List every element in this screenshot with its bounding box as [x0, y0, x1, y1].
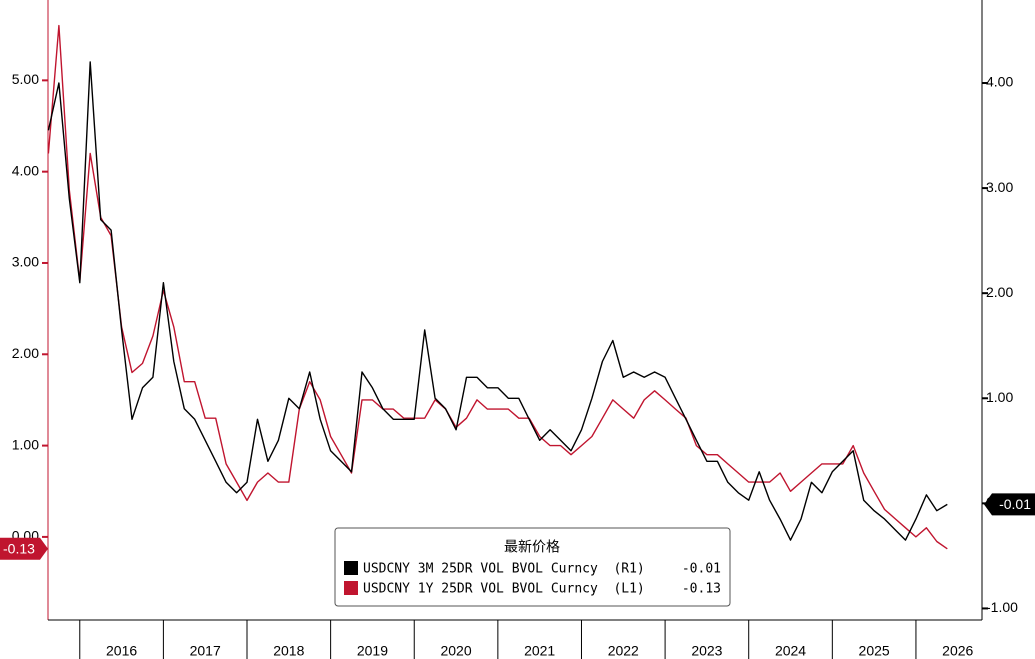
y-tick-label: 4.00	[12, 162, 39, 178]
y-tick-label: 5.00	[12, 71, 39, 87]
x-tick-label: 2025	[859, 643, 890, 659]
y2-tick-label: -1.00	[986, 599, 1018, 615]
y2-tick-label: 3.00	[986, 179, 1013, 195]
x-tick-label: 2018	[273, 643, 304, 659]
y-tick-label: 2.00	[12, 345, 39, 361]
axes: 0.001.002.003.004.005.00-1.000.001.002.0…	[12, 0, 1018, 659]
legend-label: USDCNY 1Y 25DR VOL BVOL Curncy (L1)	[363, 582, 645, 597]
legend-label: USDCNY 3M 25DR VOL BVOL Curncy (R1)	[363, 562, 645, 577]
last-value-label: -0.01	[999, 496, 1031, 512]
y-tick-label: 3.00	[12, 254, 39, 270]
y2-tick-label: 2.00	[986, 284, 1013, 300]
y2-tick-label: 4.00	[986, 74, 1013, 90]
overlay: -0.01 -0.13 最新价格 USDCNY 3M 25DR VOL BVOL Cu…	[0, 493, 1035, 607]
legend-swatch	[344, 581, 358, 595]
x-tick-label: 2026	[942, 643, 973, 659]
x-tick-label: 2017	[190, 643, 221, 659]
y2-tick-label: 1.00	[986, 389, 1013, 405]
x-tick-label: 2021	[524, 643, 555, 659]
legend-swatch	[344, 561, 358, 575]
x-tick-label: 2019	[357, 643, 388, 659]
plot	[47, 24, 948, 550]
y-tick-label: 1.00	[12, 436, 39, 452]
x-tick-label: 2016	[106, 643, 137, 659]
x-tick-label: 2023	[691, 643, 722, 659]
last-value-label: -0.13	[3, 540, 35, 556]
last-value-tag	[0, 537, 48, 560]
series-line	[47, 24, 948, 550]
legend-value: -0.01	[682, 562, 721, 577]
legend-box	[334, 527, 731, 607]
x-tick-label: 2024	[775, 643, 806, 659]
x-tick-label: 2020	[440, 643, 471, 659]
legend-value: -0.13	[682, 582, 721, 597]
x-tick-label: 2022	[608, 643, 639, 659]
series-line	[47, 61, 948, 541]
legend-title: 最新价格	[504, 539, 560, 555]
last-value-tag	[984, 493, 1035, 516]
